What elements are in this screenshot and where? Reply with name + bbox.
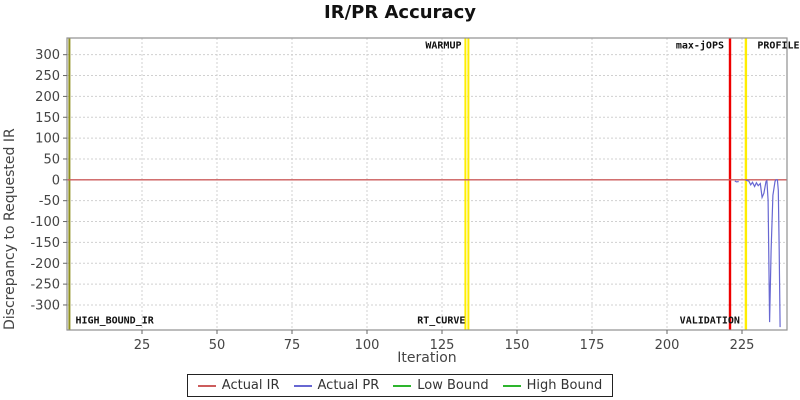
legend-item-actual-pr: Actual PR — [293, 378, 380, 393]
y-tick-label: 300 — [35, 48, 60, 63]
phase-label: WARMUP — [425, 41, 461, 52]
legend-box: Actual IR Actual PR Low Bound High Bound — [186, 374, 614, 397]
y-tick-label: -100 — [30, 215, 60, 230]
plot-background — [67, 38, 787, 330]
y-tick-label: -150 — [30, 236, 60, 251]
legend-dash-icon — [393, 384, 412, 387]
legend-label: Actual IR — [221, 378, 280, 393]
marker-layer — [68, 38, 748, 330]
phase-label: VALIDATION — [680, 316, 740, 327]
phase-label: RT_CURVE — [417, 316, 465, 327]
y-tick-label: -200 — [30, 257, 60, 272]
x-tick-label: 125 — [430, 338, 455, 353]
series-actual-pr — [734, 180, 739, 183]
legend: Actual IR Actual PR Low Bound High Bound — [0, 374, 800, 397]
phase-label: HIGH_BOUND_IR — [76, 316, 155, 327]
axis-layer: 25 50 75 100 125 150 175 200 225 -300 -250 -200 -150… — [30, 48, 754, 353]
annotation-layer: WARMUP max-jOPS PROFILE HIGH_BOUND_IR RT_CUR… — [76, 40, 800, 327]
legend-item-low-bound: Low Bound — [393, 378, 489, 393]
legend-dash-icon — [293, 384, 312, 387]
chart-title: IR/PR Accuracy — [324, 2, 476, 23]
legend-label: Actual PR — [317, 378, 380, 393]
series-actual-pr — [745, 179, 781, 328]
y-tick-label: 150 — [35, 111, 60, 126]
x-tick-label: 150 — [505, 338, 530, 353]
legend-item-high-bound: High Bound — [502, 378, 603, 393]
y-tick-label: -250 — [30, 278, 60, 293]
legend-label: Low Bound — [417, 378, 489, 393]
y-tick-label: 50 — [43, 152, 60, 167]
x-tick-label: 200 — [655, 338, 680, 353]
y-axis-label: Discrepancy to Requested IR — [2, 128, 18, 330]
y-tick-label: 200 — [35, 90, 60, 105]
legend-item-actual-ir: Actual IR — [197, 378, 280, 393]
series-layer — [67, 179, 787, 328]
legend-dash-icon — [502, 384, 521, 387]
x-tick-label: 100 — [355, 338, 380, 353]
y-tick-label: -50 — [39, 194, 60, 209]
x-tick-label: 225 — [730, 338, 755, 353]
plot-border — [66, 37, 788, 331]
x-tick-label: 175 — [580, 338, 605, 353]
chart-canvas: 25 50 75 100 125 150 175 200 225 -300 -250 -200 -150… — [30, 37, 800, 353]
y-tick-label: 100 — [35, 132, 60, 147]
x-axis-label: Iteration — [397, 350, 457, 366]
legend-label: High Bound — [526, 378, 603, 393]
x-tick-label: 50 — [209, 338, 226, 353]
x-tick-label: 75 — [284, 338, 301, 353]
phase-label: PROFILE — [757, 41, 799, 52]
y-tick-label: 250 — [35, 69, 60, 84]
phase-label: max-jOPS — [676, 40, 724, 52]
y-tick-label: 0 — [52, 173, 60, 188]
x-tick-label: 25 — [134, 338, 151, 353]
y-tick-label: -300 — [30, 298, 60, 313]
legend-dash-icon — [197, 384, 216, 387]
